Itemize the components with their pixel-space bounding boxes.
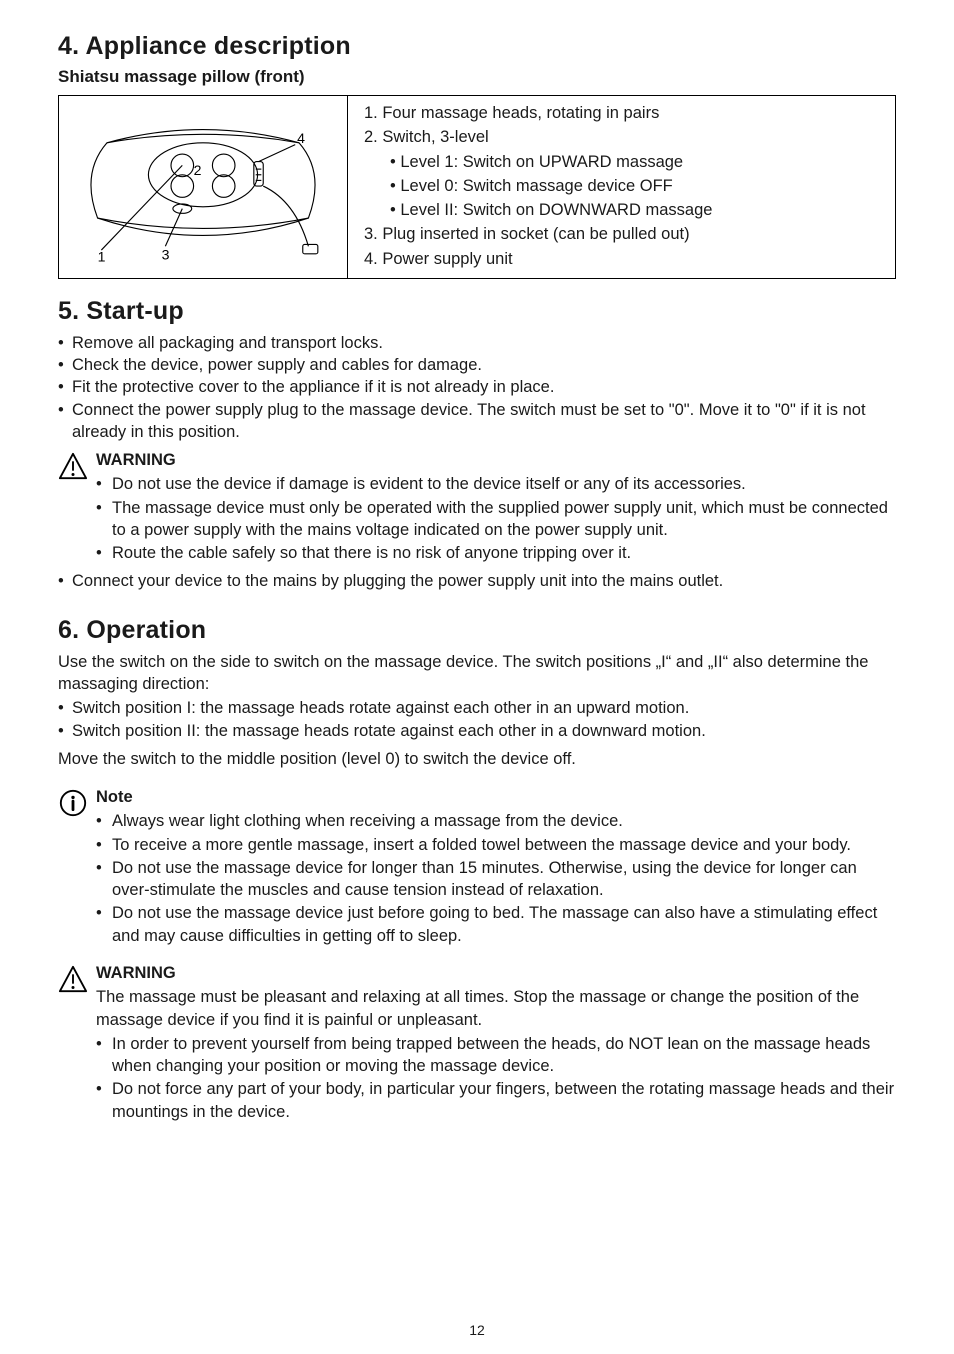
note-callout: Note Always wear light clothing when rec… bbox=[58, 786, 896, 948]
warning-intro: The massage must be pleasant and relaxin… bbox=[96, 986, 896, 1031]
diagram-label-4: 4 bbox=[297, 130, 305, 146]
page-number: 12 bbox=[0, 1322, 954, 1338]
list-item: Switch position I: the massage heads rot… bbox=[58, 697, 896, 719]
diagram-label-2: 2 bbox=[194, 162, 202, 178]
note-label: Note bbox=[96, 786, 896, 808]
section-5-title: 5. Start-up bbox=[58, 297, 896, 326]
section-5-bullets: Remove all packaging and transport locks… bbox=[58, 332, 896, 443]
pillow-illustration-svg: 1 2 3 4 bbox=[67, 107, 339, 267]
section-6-title: 6. Operation bbox=[58, 616, 896, 645]
list-item: Route the cable safely so that there is … bbox=[96, 542, 896, 564]
warning-items: Do not use the device if damage is evide… bbox=[96, 473, 896, 564]
section-4-subheading: Shiatsu massage pillow (front) bbox=[58, 67, 896, 87]
diagram-label-1: 1 bbox=[98, 248, 106, 264]
legend-item-3: 3. Plug inserted in socket (can be pulle… bbox=[364, 223, 883, 245]
diagram-label-3: 3 bbox=[162, 246, 170, 262]
diagram-row: 1 2 3 4 1. Four massage heads, rotating … bbox=[58, 95, 896, 279]
legend-item-2b: • Level 0: Switch massage device OFF bbox=[364, 175, 883, 197]
warning-label: WARNING bbox=[96, 962, 896, 984]
list-item: Do not use the massage device for longer… bbox=[96, 857, 896, 902]
warning-items: In order to prevent yourself from being … bbox=[96, 1033, 896, 1123]
legend-item-2c: • Level II: Switch on DOWNWARD massage bbox=[364, 199, 883, 221]
list-item: Fit the protective cover to the applianc… bbox=[58, 376, 896, 398]
list-item: Connect your device to the mains by plug… bbox=[58, 570, 896, 592]
manual-page: 4. Appliance description Shiatsu massage… bbox=[0, 0, 954, 1354]
diagram-legend: 1. Four massage heads, rotating in pairs… bbox=[348, 96, 895, 278]
list-item: Connect the power supply plug to the mas… bbox=[58, 399, 896, 444]
section-4-title: 4. Appliance description bbox=[58, 32, 896, 61]
warning-label: WARNING bbox=[96, 449, 896, 471]
section-5-after: Connect your device to the mains by plug… bbox=[58, 570, 896, 592]
legend-item-4: 4. Power supply unit bbox=[364, 248, 883, 270]
list-item: Do not use the massage device just befor… bbox=[96, 902, 896, 947]
list-item: Do not force any part of your body, in p… bbox=[96, 1078, 896, 1123]
section-6-bullets: Switch position I: the massage heads rot… bbox=[58, 697, 896, 742]
warning-icon bbox=[58, 964, 92, 999]
legend-item-2a: • Level 1: Switch on UPWARD massage bbox=[364, 151, 883, 173]
list-item: The massage device must only be operated… bbox=[96, 497, 896, 542]
list-item: Always wear light clothing when receivin… bbox=[96, 810, 896, 832]
list-item: Remove all packaging and transport locks… bbox=[58, 332, 896, 354]
warning-icon bbox=[58, 451, 92, 486]
note-items: Always wear light clothing when receivin… bbox=[96, 810, 896, 947]
legend-item-1: 1. Four massage heads, rotating in pairs bbox=[364, 102, 883, 124]
warning-callout-2: WARNING The massage must be pleasant and… bbox=[58, 962, 896, 1124]
list-item: Switch position II: the massage heads ro… bbox=[58, 720, 896, 742]
section-6-outro: Move the switch to the middle position (… bbox=[58, 748, 896, 770]
list-item: In order to prevent yourself from being … bbox=[96, 1033, 896, 1078]
product-diagram: 1 2 3 4 bbox=[59, 96, 348, 278]
list-item: Do not use the device if damage is evide… bbox=[96, 473, 896, 495]
legend-item-2: 2. Switch, 3-level bbox=[364, 126, 883, 148]
warning-callout: WARNING Do not use the device if damage … bbox=[58, 449, 896, 565]
section-6-intro: Use the switch on the side to switch on … bbox=[58, 651, 896, 696]
info-icon bbox=[58, 788, 92, 823]
list-item: Check the device, power supply and cable… bbox=[58, 354, 896, 376]
list-item: To receive a more gentle massage, insert… bbox=[96, 834, 896, 856]
